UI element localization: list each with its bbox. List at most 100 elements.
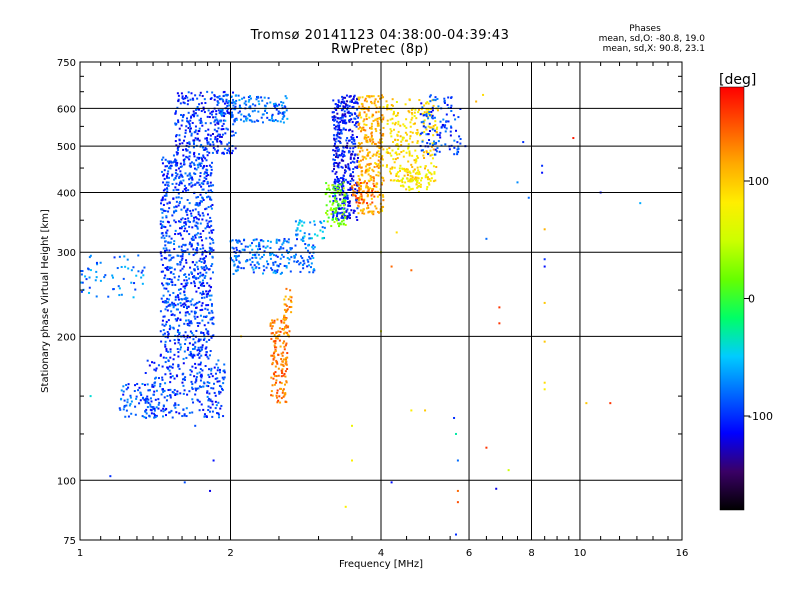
- data-point: [177, 363, 180, 366]
- data-point: [280, 387, 283, 390]
- data-point: [182, 306, 185, 309]
- data-point: [165, 247, 168, 250]
- data-point: [390, 130, 393, 133]
- data-point: [414, 179, 417, 182]
- data-point: [355, 136, 358, 139]
- data-point: [372, 119, 375, 122]
- data-point: [186, 322, 189, 325]
- data-point: [284, 295, 287, 298]
- data-point: [153, 412, 156, 415]
- data-point: [307, 249, 310, 252]
- data-point: [408, 137, 411, 140]
- data-point: [216, 100, 219, 103]
- data-point: [343, 154, 346, 157]
- data-point: [160, 340, 163, 343]
- data-point: [201, 158, 204, 161]
- data-point: [205, 148, 208, 151]
- data-point: [432, 165, 435, 168]
- data-point: [205, 295, 208, 298]
- data-point: [349, 204, 352, 207]
- data-point: [207, 133, 210, 136]
- data-point: [233, 255, 236, 258]
- data-point: [179, 348, 182, 351]
- data-point: [346, 142, 349, 145]
- data-point: [206, 150, 209, 153]
- data-point: [243, 102, 246, 105]
- data-point: [434, 124, 437, 127]
- data-point: [189, 373, 192, 376]
- data-point: [397, 175, 400, 178]
- data-point: [187, 99, 190, 102]
- data-point: [192, 98, 195, 101]
- data-point: [398, 153, 401, 156]
- data-point: [161, 162, 164, 165]
- data-point: [181, 119, 184, 122]
- data-point: [193, 155, 196, 158]
- data-point: [274, 346, 277, 349]
- data-point: [354, 195, 357, 198]
- data-point: [195, 159, 198, 162]
- data-point: [263, 250, 266, 253]
- data-point: [185, 407, 188, 410]
- data-point: [370, 127, 373, 130]
- data-point: [359, 195, 362, 198]
- data-point: [363, 137, 366, 140]
- data-point: [430, 126, 433, 129]
- data-point: [334, 140, 337, 143]
- data-point: [185, 223, 188, 226]
- data-point: [182, 243, 185, 246]
- data-point: [177, 296, 180, 299]
- data-point: [359, 159, 362, 162]
- data-point: [162, 410, 165, 413]
- data-point: [211, 271, 214, 274]
- data-point: [402, 185, 405, 188]
- data-point: [237, 111, 240, 114]
- data-point: [262, 240, 265, 243]
- y-tick-label: 300: [57, 248, 76, 259]
- data-point: [168, 249, 171, 252]
- data-point: [181, 378, 184, 381]
- data-point: [169, 258, 172, 261]
- data-point: [174, 122, 177, 125]
- data-point: [198, 156, 201, 159]
- data-point: [210, 237, 213, 240]
- data-point: [269, 119, 272, 122]
- data-point: [335, 125, 338, 128]
- data-point: [193, 151, 196, 154]
- data-point: [498, 322, 501, 325]
- data-point: [326, 220, 329, 223]
- data-point: [369, 203, 372, 206]
- data-point: [205, 159, 208, 162]
- data-point: [166, 366, 169, 369]
- data-point: [430, 110, 433, 113]
- y-tick-label: 500: [57, 142, 76, 153]
- data-point: [271, 319, 274, 322]
- data-point: [347, 165, 350, 168]
- data-point: [175, 200, 178, 203]
- data-point: [290, 306, 293, 309]
- data-point: [416, 186, 419, 189]
- data-point: [238, 104, 241, 107]
- data-point: [417, 190, 420, 193]
- data-point: [312, 244, 315, 247]
- data-point: [226, 110, 229, 113]
- data-point: [333, 207, 336, 210]
- data-point: [375, 111, 378, 114]
- data-point: [220, 404, 223, 407]
- data-point: [350, 100, 353, 103]
- data-point: [202, 247, 205, 250]
- data-point: [375, 163, 378, 166]
- data-point: [79, 270, 82, 273]
- data-point: [174, 209, 177, 212]
- data-point: [206, 154, 209, 157]
- data-point: [370, 134, 373, 137]
- data-point: [149, 397, 152, 400]
- data-point: [373, 102, 376, 105]
- data-point: [407, 146, 410, 149]
- data-point: [286, 117, 289, 120]
- data-point: [303, 232, 306, 235]
- data-point: [420, 121, 423, 124]
- data-point: [427, 102, 430, 105]
- data-point: [444, 143, 447, 146]
- data-point: [148, 389, 151, 392]
